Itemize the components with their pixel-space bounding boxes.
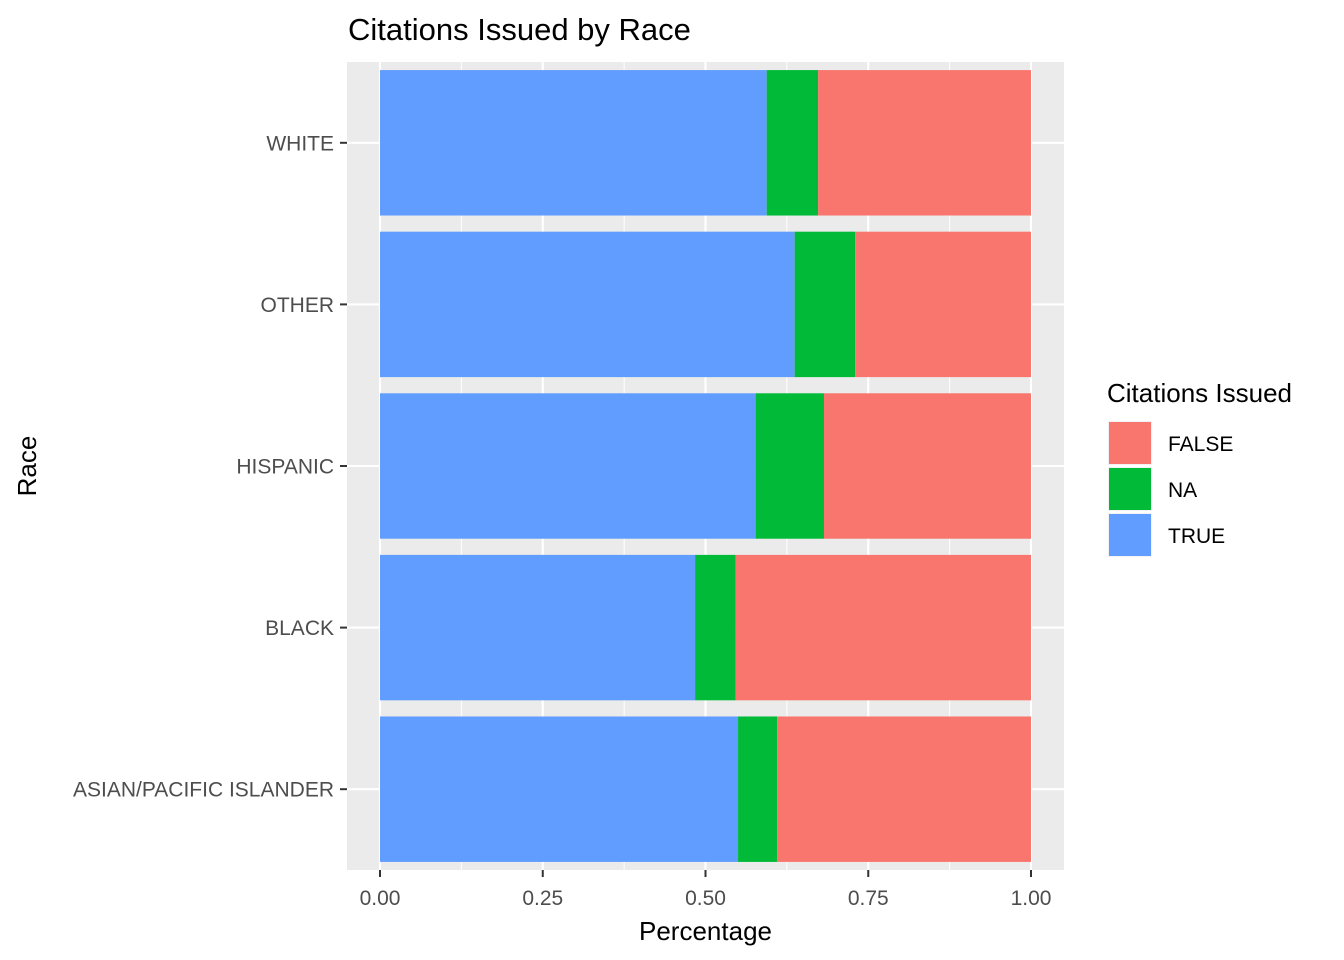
- bar-segment-na: [738, 716, 778, 862]
- y-axis-title: Race: [12, 436, 42, 497]
- y-tick-label: BLACK: [265, 617, 334, 640]
- x-tick-label: 0.75: [848, 887, 889, 910]
- legend-swatch-true: [1109, 514, 1151, 556]
- bar-segment-true: [380, 70, 767, 216]
- bars: [380, 70, 1031, 862]
- y-axis: ASIAN/PACIFIC ISLANDER BLACK HISPANIC OTHER…: [73, 132, 347, 802]
- legend-swatch-false: [1109, 422, 1151, 464]
- bar-segment-true: [380, 393, 756, 539]
- x-tick-label: 0.25: [522, 887, 563, 910]
- bar-segment-false: [777, 716, 1031, 862]
- bar-segment-true: [380, 231, 795, 378]
- x-axis-title: Percentage: [639, 916, 772, 946]
- y-tick-label: ASIAN/PACIFIC ISLANDER: [73, 779, 334, 802]
- bar-segment-false: [823, 393, 1031, 539]
- y-tick-label: WHITE: [266, 132, 334, 155]
- x-tick-label: 0.00: [360, 887, 401, 910]
- chart-title: Citations Issued by Race: [348, 12, 691, 47]
- bar-segment-false: [735, 554, 1031, 701]
- legend-label-false: FALSE: [1168, 433, 1233, 456]
- y-tick-label: HISPANIC: [236, 456, 334, 479]
- legend-swatch-na: [1109, 468, 1151, 510]
- x-tick-label: 0.50: [685, 887, 726, 910]
- legend: Citations Issued FALSE NA TRUE: [1107, 378, 1292, 557]
- bar-segment-na: [794, 231, 856, 378]
- x-axis: 0.00 0.25 0.50 0.75 1.00: [360, 870, 1052, 910]
- bar-segment-na: [695, 554, 736, 701]
- bar-segment-na: [755, 393, 824, 539]
- y-tick-label: OTHER: [261, 294, 335, 317]
- bar-segment-na: [766, 70, 819, 216]
- bar-segment-true: [380, 716, 739, 862]
- x-tick-label: 1.00: [1011, 887, 1052, 910]
- bar-segment-false: [818, 70, 1031, 216]
- legend-label-na: NA: [1168, 479, 1197, 502]
- legend-label-true: TRUE: [1168, 525, 1225, 548]
- legend-title: Citations Issued: [1107, 378, 1292, 408]
- bar-segment-true: [380, 554, 696, 701]
- bar-segment-false: [855, 231, 1031, 378]
